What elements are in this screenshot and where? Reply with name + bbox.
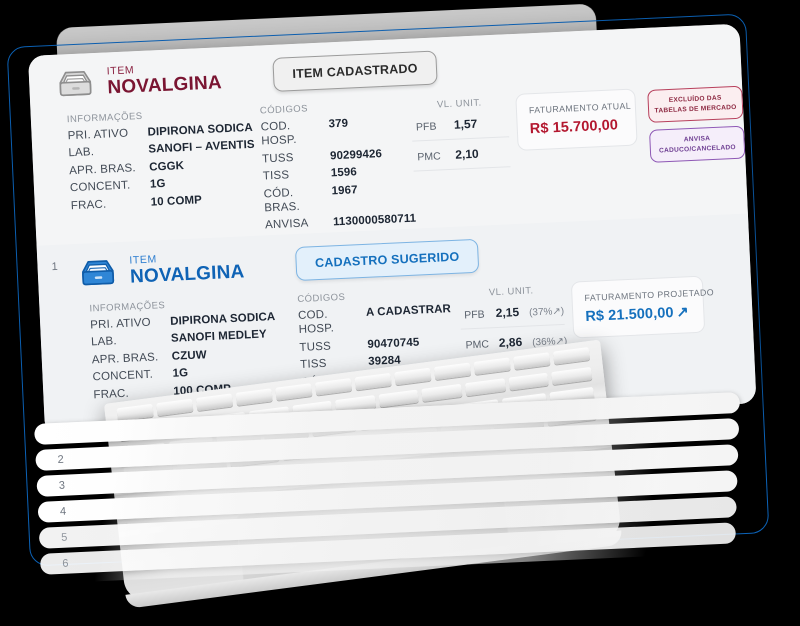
revenue-label: FATURAMENTO PROJETADO (584, 287, 715, 303)
code-key: TISS (300, 357, 327, 372)
tray-icon (59, 70, 92, 97)
card-header: ITEM NOVALGINA ITEM CADASTRADO (28, 24, 742, 116)
revenue-value: R$ 21.500,00 ↗ (585, 304, 692, 325)
code-key: ANVISA (264, 217, 309, 232)
row-number: 2 (57, 453, 65, 466)
unit-value-heading: VL. UNIT. (488, 285, 534, 299)
unit-value-key: PMC (465, 338, 490, 352)
code-value: A CADASTRAR (365, 303, 452, 319)
info-value: DIPIRONA SODICA (147, 121, 253, 139)
info-value: 1G (149, 178, 166, 191)
info-key: APR. BRAS. (91, 351, 159, 367)
info-key: CONCENT. (92, 368, 154, 384)
code-key: TUSS (299, 340, 332, 354)
info-value: CZUW (171, 348, 207, 363)
code-key: CÓD. BRAS. (263, 186, 301, 215)
info-value: CGGK (148, 159, 185, 174)
row-number: 3 (58, 479, 66, 492)
code-row: CÓD. BRAS. 1967 (263, 180, 415, 216)
revenue-box-current: FATURAMENTO ATUAL R$ 15.700,00 (515, 88, 638, 151)
card-title-block: ITEM NOVALGINA (107, 61, 223, 98)
codes-column: CÓDIGOS COD. HOSP. 379 TUSS 90299426 TISS 1… (260, 99, 417, 236)
page-title: NOVALGINA (107, 72, 223, 99)
unit-value-amount: 2,10 (454, 146, 479, 162)
unit-value-row: PFB 1,57 (411, 115, 510, 142)
code-value: 1596 (330, 166, 358, 180)
card-header: 1 ITEM NOVALGINA CADASTRO SUGERIDO (37, 214, 751, 306)
tray-icon (82, 260, 115, 286)
page-title: NOVALGINA (129, 261, 245, 288)
revenue-box-projected: FATURAMENTO PROJETADO R$ 21.500,00 ↗ (570, 275, 715, 339)
unit-value-amount: 1,57 (453, 116, 478, 132)
info-key: APR. BRAS. (68, 161, 137, 177)
revenue-value: R$ 15.700,00 (529, 117, 619, 138)
item-card-registered[interactable]: ITEM NOVALGINA ITEM CADASTRADO INFORMAÇÕ… (28, 23, 748, 246)
unit-value-heading: VL. UNIT. (436, 97, 482, 111)
status-badge-anvisa[interactable]: ANVISA CADUCO/CANCELADO (648, 125, 746, 164)
code-value: 90299426 (329, 147, 383, 163)
info-key: FRAC. (70, 198, 107, 212)
row-number: 5 (60, 531, 68, 544)
info-column: INFORMAÇÕES PRI. ATIVO DIPIRONA SODICA LA… (67, 106, 266, 245)
info-key: LAB. (90, 335, 118, 349)
code-value: 1130000580711 (332, 212, 417, 229)
code-key: COD. HOSP. (260, 120, 297, 148)
code-value: 90470745 (367, 336, 420, 351)
unit-value-amount: 2,86 (498, 334, 523, 350)
info-key: PRI. ATIVO (90, 316, 152, 332)
info-key: CONCENT. (69, 179, 131, 195)
code-key: TUSS (261, 151, 294, 166)
revenue-amount: R$ 21.500,00 (585, 304, 674, 325)
status-badges: EXCLUÍDO DAS TABELAS DE MERCADO ANVISA C… (647, 84, 748, 219)
code-row: COD. HOSP. A CADASTRAR (298, 302, 461, 338)
code-key: COD. HOSP. (297, 308, 335, 337)
unit-value-row: PFB 2,15 (37%↗) (459, 302, 565, 330)
unit-value-key: PFB (463, 308, 485, 322)
code-value: 1967 (331, 183, 358, 197)
revenue-label: FATURAMENTO ATUAL (528, 100, 632, 116)
unit-value-key: PMC (417, 150, 441, 164)
trend-up-icon: ↗ (676, 304, 690, 321)
row-number: 4 (59, 505, 67, 518)
code-value: 379 (328, 117, 349, 131)
code-row: COD. HOSP. 379 (260, 114, 412, 150)
unit-value-pct: (37%↗) (528, 305, 565, 319)
info-value: DIPIRONA SODICA (169, 311, 276, 328)
unit-value-amount: 2,15 (495, 304, 520, 321)
row-number: 1 (51, 260, 58, 274)
info-value: SANOFI – AVENTIS (148, 139, 255, 157)
item-card-suggested[interactable]: 1 ITEM NOVALGINA CADASTRO SUGERIDO INFOR… (36, 213, 757, 436)
status-badge-excluded[interactable]: EXCLUÍDO DAS TABELAS DE MERCADO (647, 85, 744, 124)
item-cards-panel: ITEM NOVALGINA ITEM CADASTRADO INFORMAÇÕ… (28, 23, 757, 436)
info-value: 10 COMP (150, 193, 203, 209)
info-value: SANOFI MEDLEY (170, 328, 268, 346)
unit-value-key: PFB (415, 120, 437, 134)
info-value: 1G (172, 367, 189, 380)
code-key: TISS (262, 169, 290, 183)
info-key: PRI. ATIVO (67, 127, 129, 143)
row-number: 6 (62, 557, 70, 570)
unit-value-column: VL. UNIT. PFB 1,57 PMC 2,10 (411, 94, 513, 229)
status-badge-registered[interactable]: ITEM CADASTRADO (272, 50, 438, 92)
status-badge-suggested[interactable]: CADASTRO SUGERIDO (295, 238, 480, 282)
card-title-block: ITEM NOVALGINA (129, 250, 245, 287)
info-key: LAB. (68, 146, 95, 160)
unit-value-row: PMC 2,10 (413, 145, 511, 172)
